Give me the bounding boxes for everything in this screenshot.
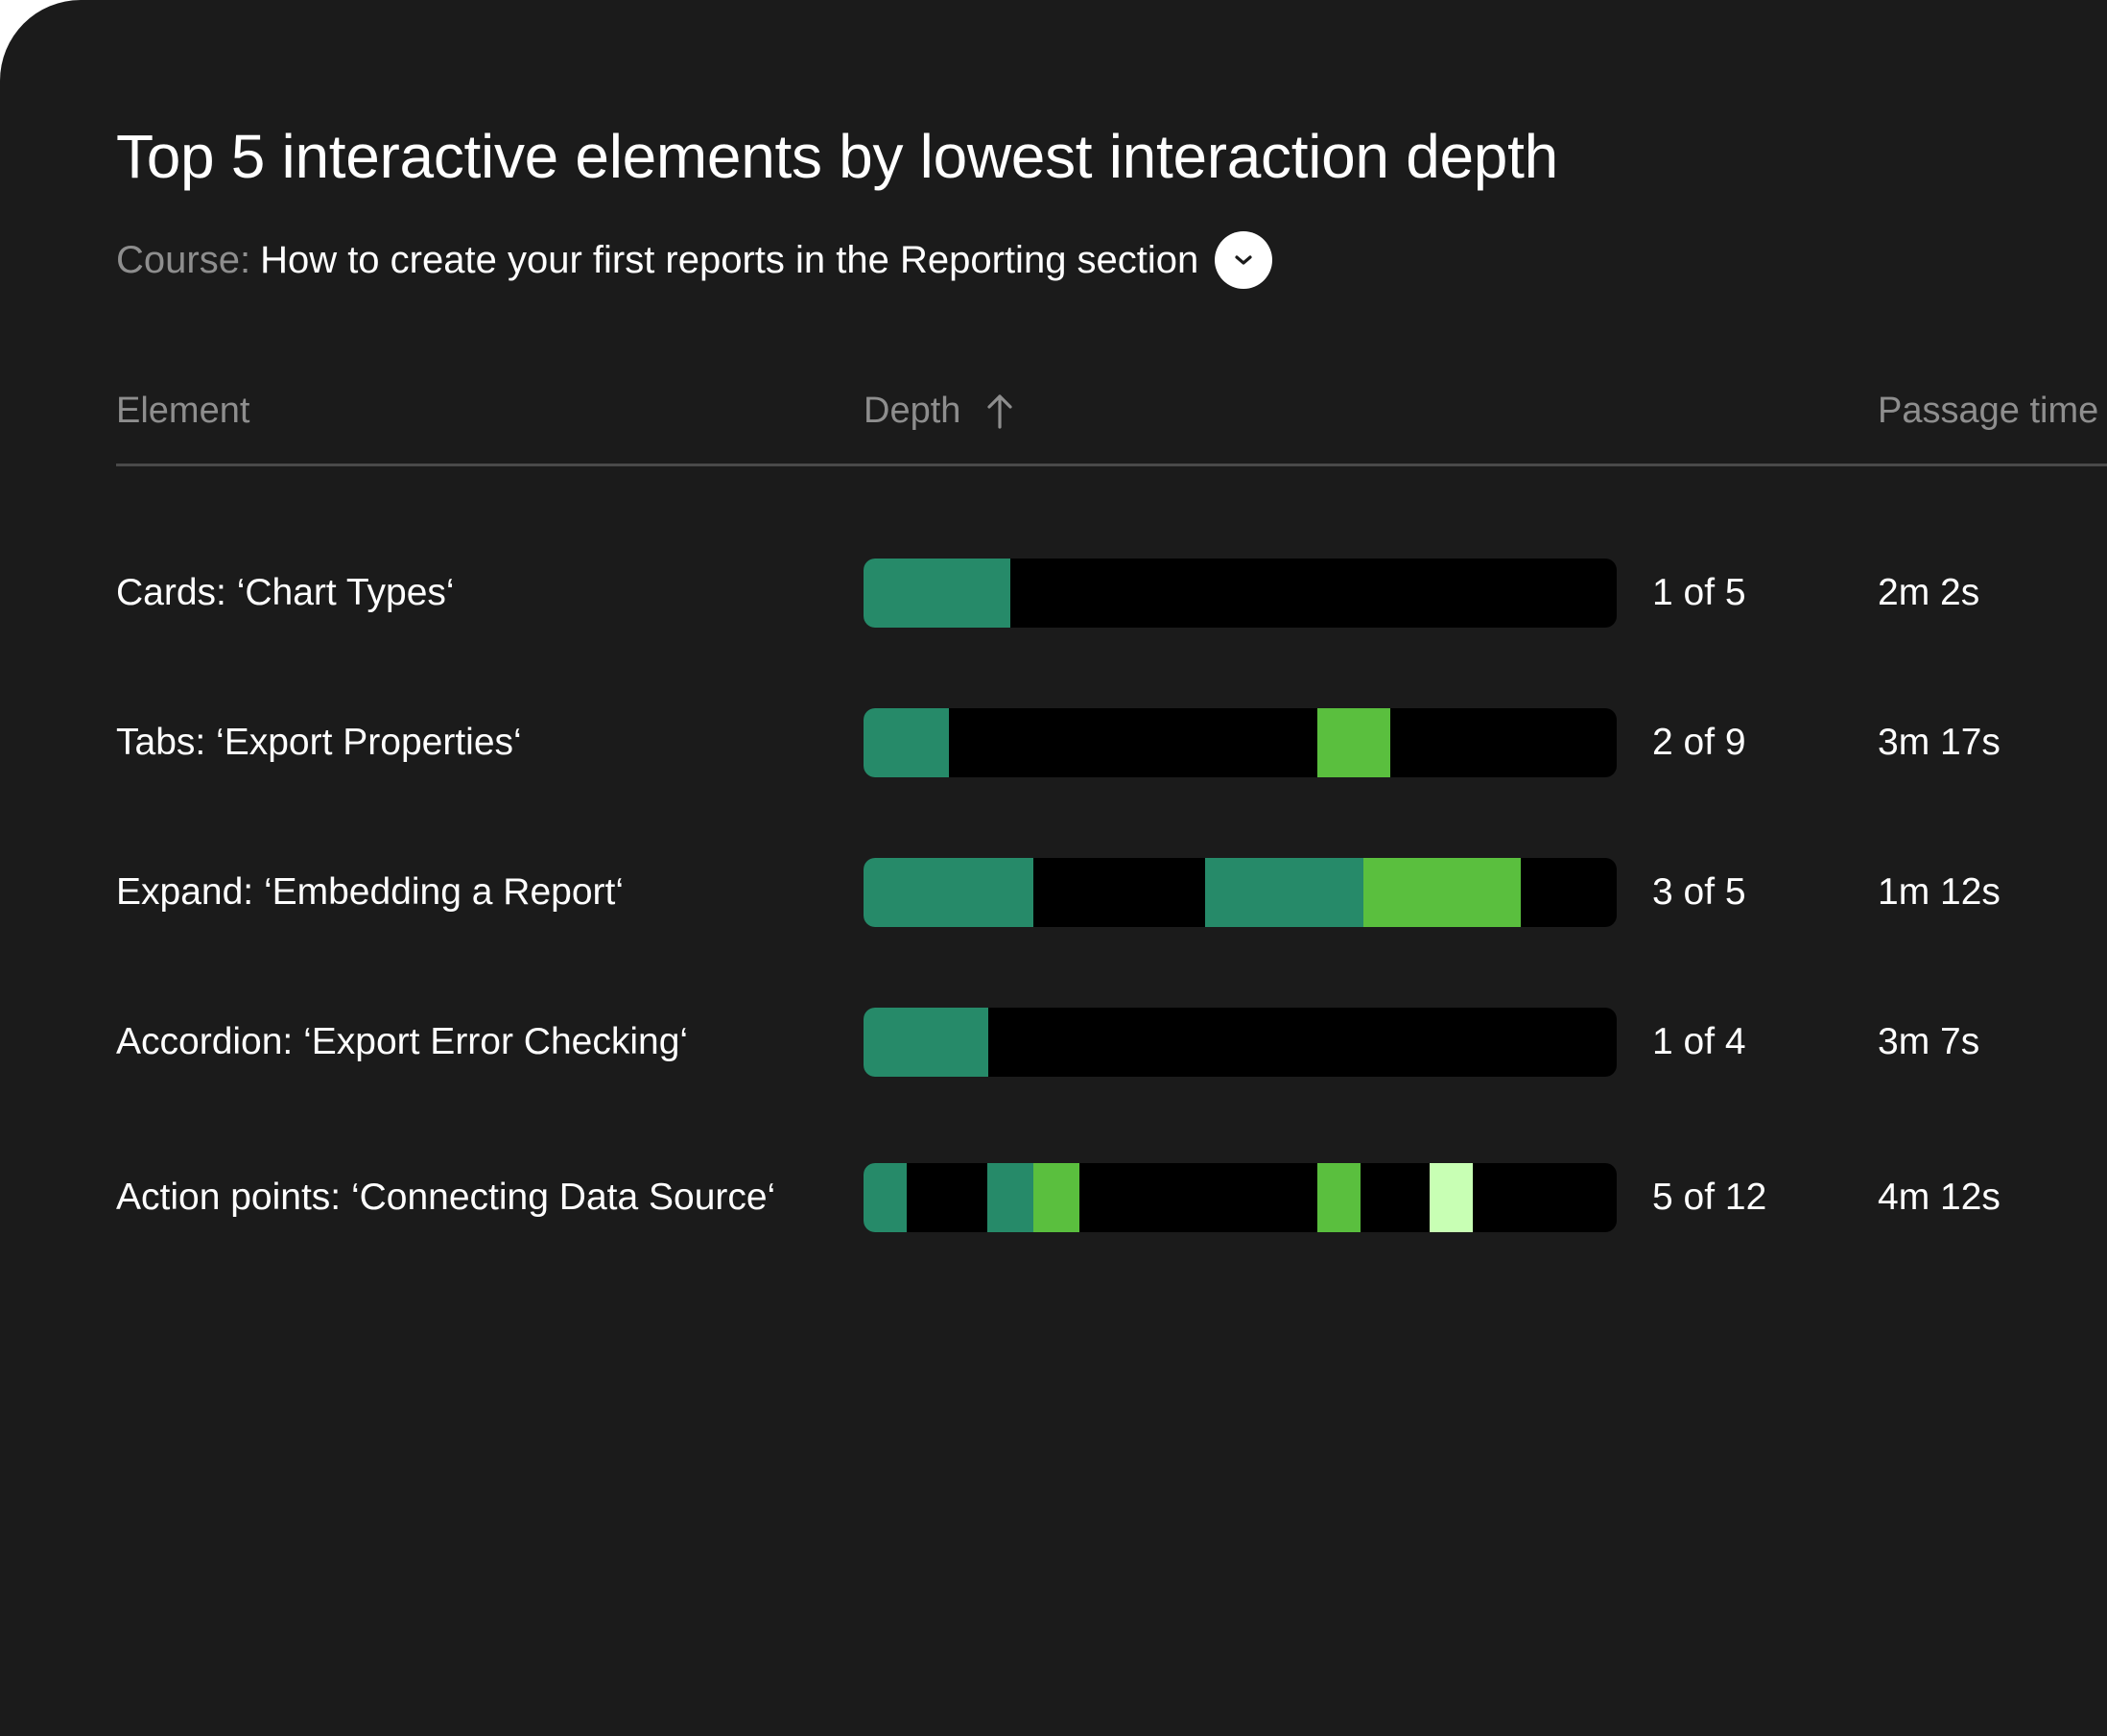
passage-time: 4m 12s xyxy=(1878,1177,2000,1218)
depth-bar xyxy=(864,1163,1617,1232)
table-row[interactable]: Accordion: ‘Export Error Checking‘ 1 of … xyxy=(0,1008,2107,1077)
table-row[interactable]: Expand: ‘Embedding a Report‘ 3 of 5 1m 1… xyxy=(0,858,2107,927)
depth-segment xyxy=(864,1163,907,1232)
depth-segment xyxy=(1032,1163,1079,1232)
element-name: Action points: ‘Connecting Data Source‘ xyxy=(116,1177,776,1218)
depth-segment xyxy=(1363,858,1522,927)
header-divider xyxy=(116,464,2107,466)
table-row[interactable]: Action points: ‘Connecting Data Source‘ … xyxy=(0,1163,2107,1232)
table-row[interactable]: Cards: ‘Chart Types‘ 1 of 5 2m 2s xyxy=(0,559,2107,628)
table-row[interactable]: Tabs: ‘Export Properties‘ 2 of 9 3m 17s xyxy=(0,708,2107,777)
depth-segment xyxy=(1205,858,1364,927)
depth-bar xyxy=(864,1008,1617,1077)
page-title: Top 5 interactive elements by lowest int… xyxy=(116,122,1558,191)
course-value: How to create your first reports in the … xyxy=(260,238,1199,281)
course-label: Course: xyxy=(116,238,251,281)
depth-bar xyxy=(864,858,1617,927)
depth-segment xyxy=(986,1163,1033,1232)
depth-bar xyxy=(864,708,1617,777)
depth-count: 1 of 5 xyxy=(1652,572,1746,613)
element-name: Accordion: ‘Export Error Checking‘ xyxy=(116,1021,689,1062)
depth-segment xyxy=(864,559,1011,628)
column-header-depth-label: Depth xyxy=(864,390,961,431)
column-header-passage-time-label: Passage time xyxy=(1878,390,2099,431)
passage-time: 1m 12s xyxy=(1878,871,2000,913)
depth-segment xyxy=(1317,1163,1361,1232)
depth-bar xyxy=(864,559,1617,628)
element-name: Tabs: ‘Export Properties‘ xyxy=(116,722,522,763)
chevron-down-icon xyxy=(1235,255,1252,265)
passage-time: 3m 17s xyxy=(1878,722,2000,763)
depth-count: 3 of 5 xyxy=(1652,871,1746,913)
depth-segment xyxy=(1317,708,1390,777)
column-header-element[interactable]: Element xyxy=(116,384,249,438)
column-header-depth[interactable]: Depth xyxy=(864,384,1014,438)
depth-count: 2 of 9 xyxy=(1652,722,1746,763)
column-header-passage-time[interactable]: Passage time xyxy=(1878,384,2098,438)
depth-segment xyxy=(864,858,1033,927)
depth-count: 5 of 12 xyxy=(1652,1177,1767,1218)
depth-segment xyxy=(864,708,950,777)
passage-time: 2m 2s xyxy=(1878,572,1980,613)
course-selector: Course: How to create your first reports… xyxy=(116,230,1273,290)
course-dropdown-button[interactable] xyxy=(1215,231,1273,289)
element-name: Cards: ‘Chart Types‘ xyxy=(116,572,455,613)
depth-segment xyxy=(864,1008,988,1077)
depth-segment xyxy=(1430,1163,1474,1232)
arrow-up-icon xyxy=(985,392,1014,430)
element-name: Expand: ‘Embedding a Report‘ xyxy=(116,871,624,913)
depth-count: 1 of 4 xyxy=(1652,1021,1746,1062)
column-header-element-label: Element xyxy=(116,390,250,431)
passage-time: 3m 7s xyxy=(1878,1021,1980,1062)
